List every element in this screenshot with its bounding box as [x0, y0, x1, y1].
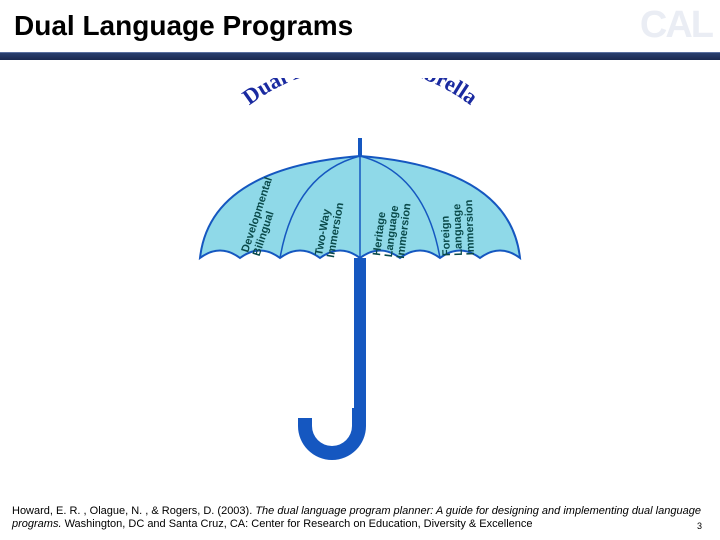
umbrella-handle [298, 408, 366, 460]
umbrella-pole [354, 258, 366, 408]
header-divider-bar [0, 52, 720, 60]
svg-text:Heritage Language: Heritage Language Immersion [371, 199, 414, 259]
page-number: 3 [697, 521, 702, 532]
slide-title: Dual Language Programs [0, 0, 720, 42]
logo-text: CAL [640, 4, 712, 47]
umbrella-panel-label: Heritage Language Immersion [371, 199, 414, 259]
citation-text: Howard, E. R. , Olague, N. , & Rogers, D… [12, 505, 708, 533]
umbrella-arc-label: Dual Language Umbrella [238, 78, 483, 110]
umbrella-svg: Dual Language Umbrella Developmental Bil… [150, 78, 570, 478]
slide-header: Dual Language Programs CAL [0, 0, 720, 60]
citation-publisher: Washington, DC and Santa Cruz, CA: Cente… [65, 518, 533, 530]
citation-authors: Howard, E. R. , Olague, N. , & Rogers, D… [12, 505, 255, 517]
umbrella-diagram: Dual Language Umbrella Developmental Bil… [0, 60, 720, 460]
